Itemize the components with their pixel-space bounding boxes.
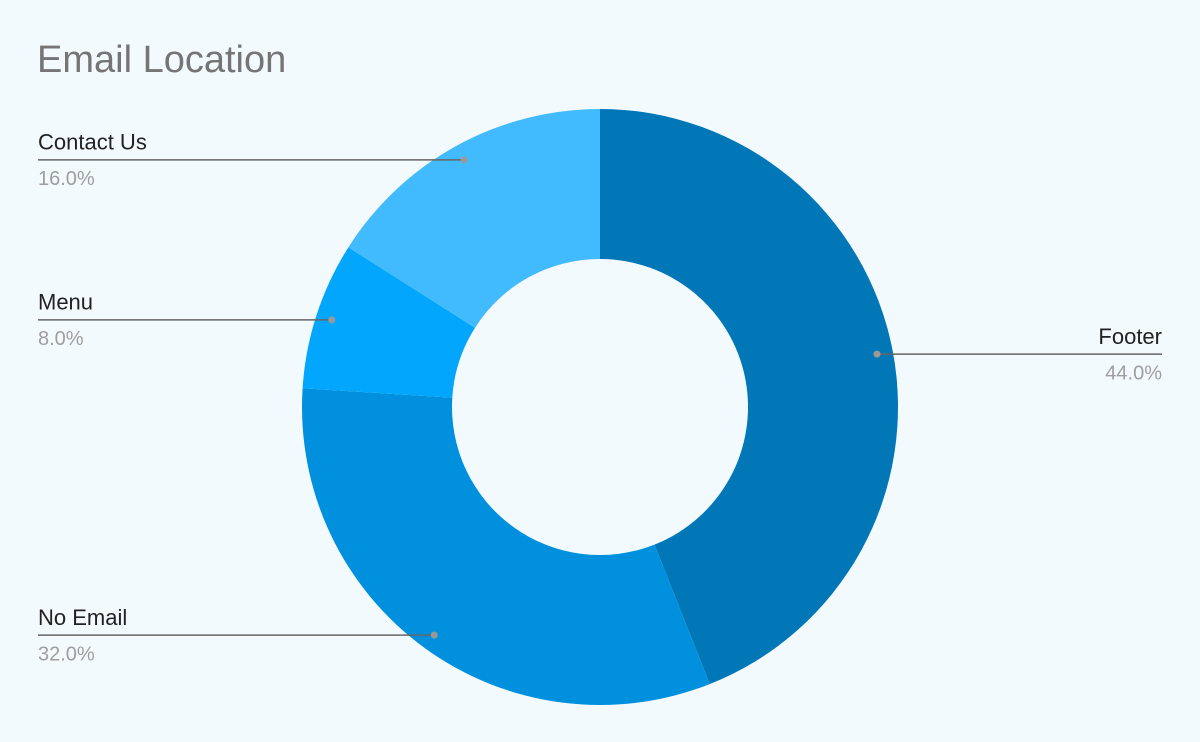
leader-dot	[430, 631, 438, 639]
slice-value-label: 32.0%	[38, 643, 95, 665]
slice-value-label: 8.0%	[38, 328, 84, 350]
slice-value-label: 16.0%	[38, 168, 95, 190]
slice-label: No Email	[38, 605, 127, 630]
donut-slice	[600, 109, 898, 685]
slice-label: Footer	[1098, 324, 1162, 349]
slice-label: Contact Us	[38, 130, 147, 155]
leader-dot	[328, 316, 336, 324]
leader-dot	[460, 156, 468, 164]
donut-slice	[348, 109, 600, 328]
donut-slice	[302, 247, 476, 398]
donut-slice	[302, 388, 710, 705]
chart-title: Email Location	[37, 39, 286, 81]
slice-value-label: 44.0%	[1105, 362, 1162, 384]
leader-dot	[873, 350, 881, 358]
slice-label: Menu	[38, 290, 93, 315]
